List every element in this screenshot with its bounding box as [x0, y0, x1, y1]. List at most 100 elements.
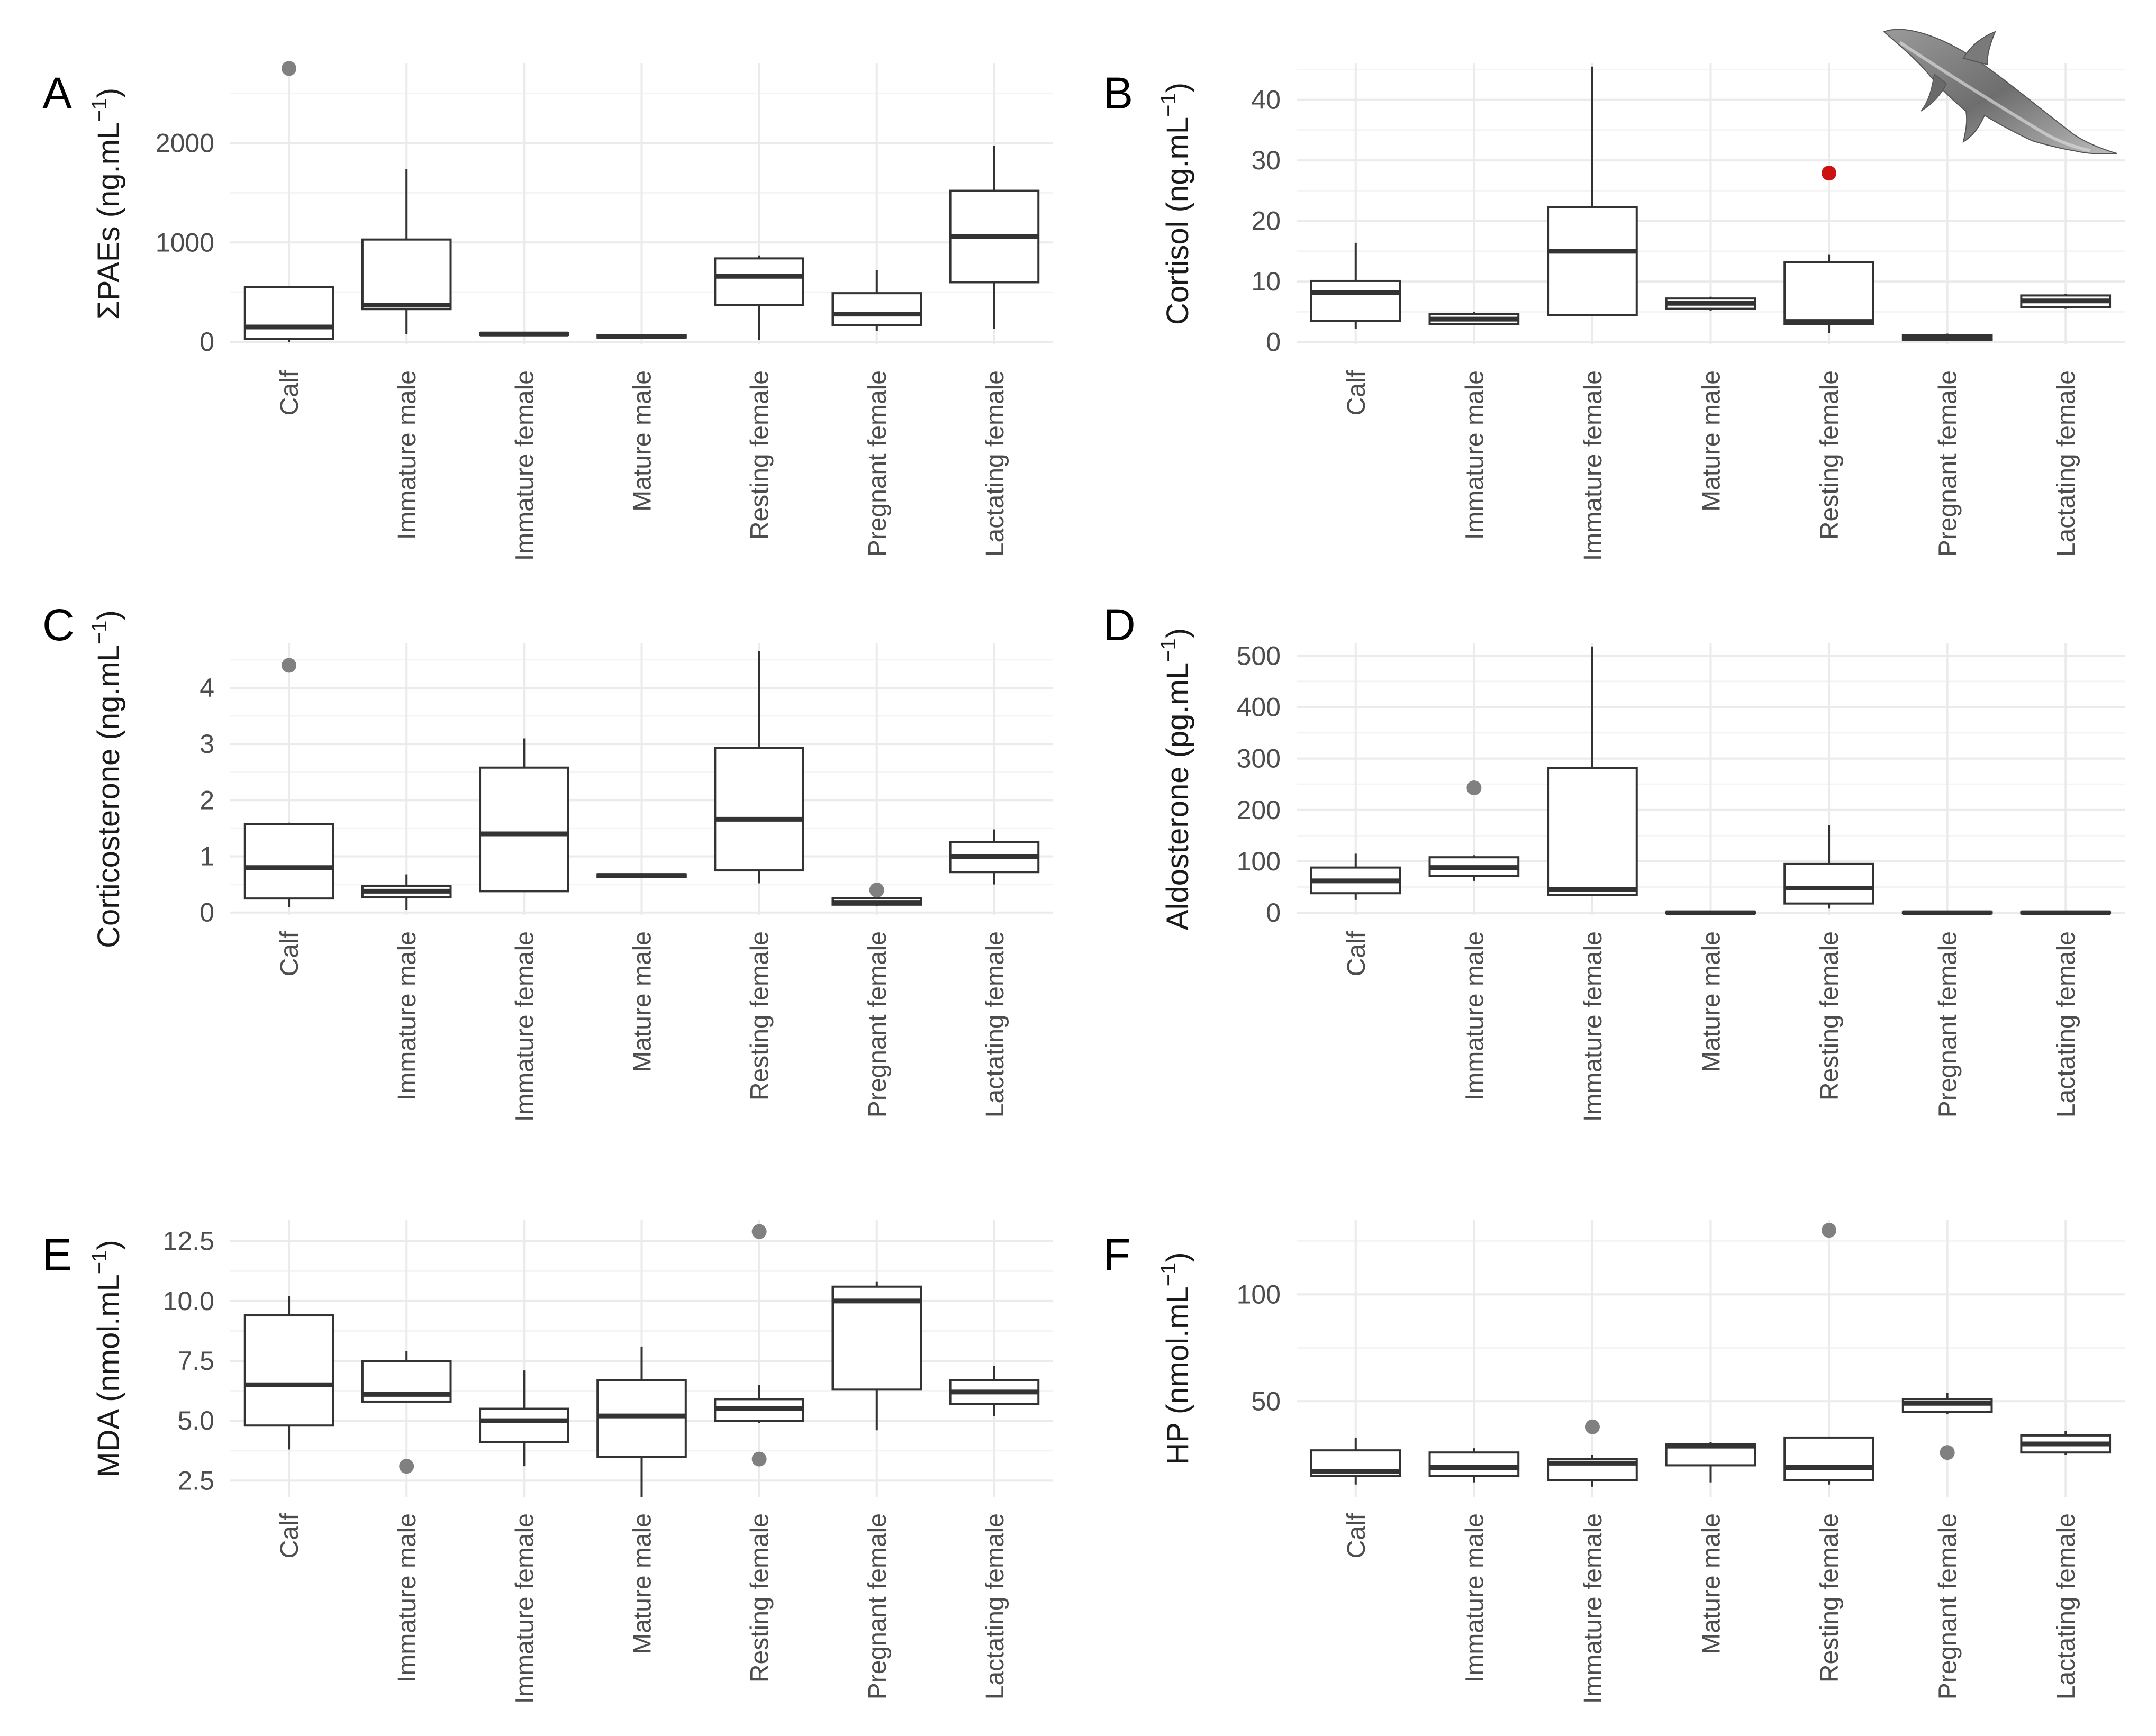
x-tick-label: Lactating female — [2052, 370, 2080, 557]
x-tick-label: Immature female — [511, 1513, 539, 1704]
box-mature-male — [1665, 1442, 1756, 1483]
y-tick-label: 3 — [200, 729, 214, 759]
box-immature-female — [1547, 66, 1638, 316]
box-pregnant-female — [831, 883, 922, 906]
outlier-point — [1822, 166, 1837, 181]
y-tick-label: 10 — [1251, 267, 1281, 296]
x-tick-label: Immature male — [393, 1513, 421, 1683]
box-iqr — [1310, 279, 1401, 322]
box-calf — [1310, 242, 1401, 329]
box-iqr — [1783, 1436, 1874, 1481]
y-tick-label: 2.5 — [177, 1466, 214, 1495]
box-iqr — [243, 823, 334, 900]
outlier-point — [282, 61, 297, 76]
box-iqr — [714, 747, 804, 872]
box-iqr — [243, 1314, 334, 1427]
y-tick-label: 300 — [1237, 744, 1281, 774]
x-tick-label: Lactating female — [2052, 1513, 2080, 1699]
box-iqr — [361, 238, 452, 311]
x-tick-label: Pregnant female — [1934, 1513, 1962, 1699]
x-tick-label: Immature male — [393, 370, 421, 540]
panel-label: A — [42, 68, 72, 118]
box-iqr — [1783, 862, 1874, 905]
box-resting-female — [1783, 1223, 1874, 1485]
box-mature-male — [596, 334, 687, 339]
box-calf — [243, 658, 334, 907]
x-tick-label: Immature female — [511, 931, 539, 1122]
outlier-point — [869, 883, 884, 898]
x-tick-label: Immature female — [1579, 1513, 1607, 1704]
box-lactating-female — [2020, 1431, 2112, 1455]
box-immature-male — [1428, 312, 1520, 325]
y-axis-label: ΣPAEs (ng.mL−1) — [88, 88, 126, 320]
box-pregnant-female — [1901, 333, 1993, 341]
box-immature-female — [479, 1370, 569, 1467]
x-tick-label: Resting female — [746, 1513, 774, 1683]
box-iqr — [1783, 261, 1874, 325]
panel-label: B — [1103, 68, 1133, 118]
x-tick-label: Calf — [276, 931, 304, 976]
box-iqr — [596, 1379, 687, 1458]
x-tick-label: Resting female — [1816, 931, 1844, 1101]
box-pregnant-female — [1901, 910, 1993, 915]
outlier-point — [1940, 1445, 1955, 1460]
y-tick-label: 0 — [1266, 328, 1281, 357]
x-tick-label: Mature male — [629, 931, 657, 1072]
outlier-point — [751, 1224, 767, 1239]
box-resting-female — [1783, 825, 1874, 909]
box-resting-female — [714, 1224, 804, 1467]
box-lactating-female — [949, 1366, 1040, 1416]
x-tick-label: Immature female — [1579, 931, 1607, 1122]
box-iqr — [479, 1407, 569, 1443]
box-immature-male — [361, 1351, 452, 1474]
box-pregnant-female — [1901, 1393, 1993, 1460]
box-iqr — [479, 766, 569, 893]
box-iqr — [831, 292, 922, 326]
x-tick-label: Pregnant female — [864, 931, 892, 1117]
x-tick-label: Calf — [1343, 370, 1371, 415]
x-tick-label: Lactating female — [2052, 931, 2080, 1117]
x-tick-label: Calf — [276, 370, 304, 415]
box-immature-male — [361, 169, 452, 334]
y-axis-label: Corticosterone (ng.mL−1) — [88, 610, 126, 948]
box-calf — [243, 61, 334, 342]
outlier-point — [751, 1451, 767, 1467]
y-tick-label: 7.5 — [177, 1346, 214, 1376]
box-calf — [243, 1296, 334, 1450]
x-tick-label: Resting female — [1816, 1513, 1844, 1683]
box-iqr — [1547, 767, 1638, 896]
box-mature-male — [1665, 910, 1756, 915]
panel-c: 0 1 2 3 4 Calf Immature male Immature female Mat… — [42, 600, 1053, 1122]
y-tick-label: 100 — [1237, 1279, 1281, 1309]
outlier-point — [399, 1459, 414, 1474]
y-tick-label: 5.0 — [177, 1406, 214, 1435]
x-tick-label: Mature male — [629, 1513, 657, 1655]
box-immature-female — [1547, 646, 1638, 897]
y-tick-label: 10.0 — [163, 1286, 214, 1316]
x-tick-label: Lactating female — [981, 370, 1009, 557]
x-tick-label: Mature male — [1698, 1513, 1726, 1655]
x-tick-label: Pregnant female — [1934, 931, 1962, 1117]
x-tick-label: Immature male — [1461, 370, 1489, 540]
panel-d: 0 100 200 300 400 500 Calf Immature male Immatur… — [1103, 600, 2125, 1122]
y-tick-label: 0 — [200, 327, 214, 357]
x-tick-label: Resting female — [1816, 370, 1844, 540]
box-iqr — [1547, 206, 1638, 316]
y-tick-label: 1 — [200, 842, 214, 871]
y-tick-label: 500 — [1237, 641, 1281, 670]
x-tick-label: Immature male — [1461, 1513, 1489, 1683]
box-resting-female — [714, 651, 804, 884]
y-tick-label: 4 — [200, 673, 214, 703]
box-lactating-female — [949, 829, 1040, 885]
y-axis-label: HP (nmol.mL−1) — [1157, 1252, 1195, 1465]
y-tick-label: 0 — [200, 898, 214, 928]
box-immature-female — [1547, 1419, 1638, 1487]
box-immature-male — [1428, 1448, 1520, 1483]
y-tick-label: 30 — [1251, 146, 1281, 175]
box-lactating-female — [2020, 293, 2112, 309]
y-axis-label: Cortisol (ng.mL−1) — [1157, 83, 1195, 325]
box-immature-male — [1428, 780, 1520, 881]
y-tick-label: 40 — [1251, 85, 1281, 115]
box-iqr — [1428, 1451, 1520, 1477]
y-tick-label: 2000 — [156, 128, 214, 158]
